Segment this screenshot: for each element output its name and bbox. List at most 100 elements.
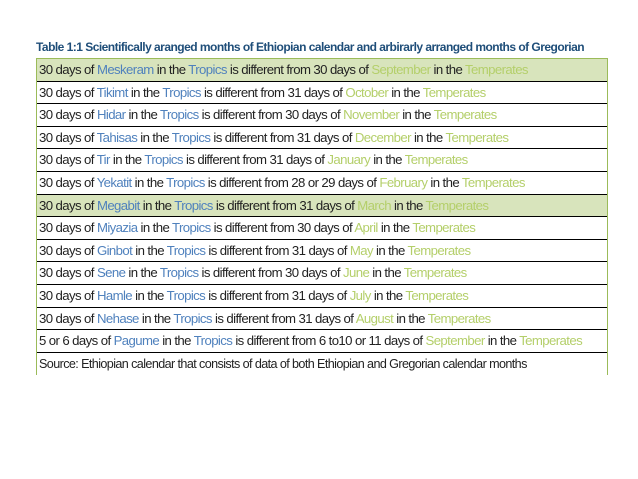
row-count-text: 30 days of bbox=[39, 174, 94, 190]
ethiopian-month: Meskeram bbox=[96, 62, 154, 77]
row-comparison-text: is different from 30 days of bbox=[229, 62, 369, 77]
ethiopian-month: Hidar bbox=[96, 107, 126, 123]
table-row: 30 days of Tir in the Tropics is differe… bbox=[37, 149, 607, 172]
tropics-label: Tropics bbox=[160, 107, 199, 123]
ethiopian-month: Tahisas bbox=[96, 129, 138, 145]
row-connector-text: in the bbox=[156, 62, 186, 77]
temperates-label: Temperates bbox=[425, 197, 490, 213]
table-row: 30 days of Hamle in the Tropics is diffe… bbox=[37, 285, 607, 308]
tropics-label: Tropics bbox=[162, 84, 201, 100]
gregorian-month: November bbox=[343, 107, 400, 123]
row-count-text: 30 days of bbox=[39, 287, 94, 303]
tropics-label: Tropics bbox=[193, 333, 233, 349]
gregorian-month: September bbox=[371, 62, 431, 77]
tropics-label: Tropics bbox=[166, 174, 205, 190]
table-row: 30 days of Megabit in the Tropics is dif… bbox=[37, 194, 607, 218]
table-caption: Table 1:1 Scientifically aranged months … bbox=[36, 40, 585, 54]
row-connector-text: in the bbox=[396, 310, 425, 326]
row-connector-text: in the bbox=[391, 84, 420, 100]
row-connector-text: in the bbox=[134, 174, 164, 190]
row-comparison-text: is different from 31 days of bbox=[208, 242, 347, 258]
temperates-label: Temperates bbox=[433, 107, 498, 123]
temperates-label: Temperates bbox=[405, 287, 469, 303]
ethiopian-month: Sene bbox=[96, 265, 126, 281]
gregorian-month: March bbox=[357, 197, 391, 213]
temperates-label: Temperates bbox=[422, 84, 487, 100]
tropics-label: Tropics bbox=[166, 287, 206, 303]
row-comparison-text: is different from 31 days of bbox=[215, 197, 355, 213]
row-connector-text: in the bbox=[128, 107, 158, 123]
row-count-text: 30 days of bbox=[39, 129, 94, 145]
row-connector-text: in the bbox=[376, 242, 405, 258]
ethiopian-month: Ginbot bbox=[96, 242, 133, 258]
row-connector-text: in the bbox=[135, 242, 164, 258]
temperates-label: Temperates bbox=[403, 265, 468, 281]
ethiopian-month: Miyazia bbox=[96, 220, 138, 236]
row-connector-text: in the bbox=[140, 220, 170, 236]
table-row: 30 days of Miyazia in the Tropics is dif… bbox=[37, 217, 607, 240]
table-row: 30 days of Sene in the Tropics is differ… bbox=[37, 262, 607, 285]
temperates-label: Temperates bbox=[404, 152, 469, 168]
table-row: 30 days of Yekatit in the Tropics is dif… bbox=[37, 172, 607, 195]
row-comparison-text: is different from 31 days of bbox=[208, 287, 347, 303]
row-connector-text: in the bbox=[430, 174, 460, 190]
tropics-label: Tropics bbox=[171, 129, 211, 145]
row-comparison-text: is different from 31 days of bbox=[185, 152, 325, 168]
row-connector-text: in the bbox=[141, 310, 171, 326]
table-row: 30 days of Hidar in the Tropics is diffe… bbox=[37, 104, 607, 127]
gregorian-month: April bbox=[354, 220, 378, 236]
row-connector-text: in the bbox=[402, 107, 431, 123]
ethiopian-month: Yekatit bbox=[96, 174, 133, 190]
ethiopian-month: Tir bbox=[96, 152, 111, 168]
row-comparison-text: is different from 28 or 29 days of bbox=[207, 174, 377, 190]
row-connector-text: in the bbox=[487, 333, 517, 349]
row-count-text: 5 or 6 days of bbox=[39, 333, 111, 349]
row-count-text: 30 days of bbox=[39, 265, 94, 281]
row-count-text: 30 days of bbox=[39, 152, 94, 168]
tropics-label: Tropics bbox=[172, 220, 211, 236]
table-row: 5 or 6 days of Pagume in the Tropics is … bbox=[37, 330, 607, 353]
row-count-text: 30 days of bbox=[39, 107, 94, 123]
ethiopian-month: Nehase bbox=[96, 310, 139, 326]
row-count-text: 30 days of bbox=[39, 310, 94, 326]
table-source-note: Source: Ethiopian calendar that consists… bbox=[39, 356, 527, 371]
temperates-label: Temperates bbox=[407, 242, 472, 258]
temperates-label: Temperates bbox=[445, 129, 509, 145]
row-connector-text: in the bbox=[135, 287, 164, 303]
tropics-label: Tropics bbox=[174, 197, 213, 213]
row-connector-text: in the bbox=[112, 152, 142, 168]
ethiopian-month: Pagume bbox=[113, 333, 160, 349]
table-row: 30 days of Tahisas in the Tropics is dif… bbox=[37, 127, 607, 150]
row-connector-text: in the bbox=[373, 287, 403, 303]
temperates-label: Temperates bbox=[461, 174, 526, 190]
row-comparison-text: is different from 30 days of bbox=[201, 265, 341, 281]
gregorian-month: May bbox=[349, 242, 374, 258]
row-connector-text: in the bbox=[128, 265, 158, 281]
row-connector-text: in the bbox=[413, 129, 443, 145]
gregorian-month: September bbox=[425, 333, 486, 349]
table-row: 30 days of Tikimt in the Tropics is diff… bbox=[37, 82, 607, 105]
row-connector-text: in the bbox=[373, 152, 402, 168]
row-comparison-text: is different from 31 days of bbox=[215, 310, 354, 326]
temperates-label: Temperates bbox=[519, 333, 583, 349]
row-count-text: 30 days of bbox=[39, 242, 94, 258]
gregorian-month: June bbox=[342, 265, 370, 281]
tropics-label: Tropics bbox=[144, 152, 183, 168]
row-comparison-text: is different from 31 days of bbox=[203, 84, 343, 100]
row-comparison-text: is different from 6 to10 or 11 days of bbox=[235, 333, 423, 349]
row-connector-text: in the bbox=[394, 197, 423, 213]
gregorian-month: July bbox=[349, 287, 372, 303]
row-comparison-text: is different from 30 days of bbox=[201, 107, 341, 123]
tropics-label: Tropics bbox=[166, 242, 206, 258]
temperates-label: Temperates bbox=[427, 310, 492, 326]
caption-divider bbox=[36, 58, 608, 59]
calendar-table: Table 1:1 Scientifically aranged months … bbox=[36, 36, 608, 376]
tropics-label: Tropics bbox=[173, 310, 212, 326]
table-rows: 30 days of Meskeram in the Tropics is di… bbox=[36, 59, 608, 376]
row-count-text: 30 days of bbox=[39, 62, 94, 77]
gregorian-month: August bbox=[355, 310, 394, 326]
row-connector-text: in the bbox=[380, 220, 410, 236]
row-count-text: 30 days of bbox=[39, 84, 94, 100]
table-row: 30 days of Meskeram in the Tropics is di… bbox=[37, 59, 607, 82]
table-row: 30 days of Nehase in the Tropics is diff… bbox=[37, 308, 607, 331]
